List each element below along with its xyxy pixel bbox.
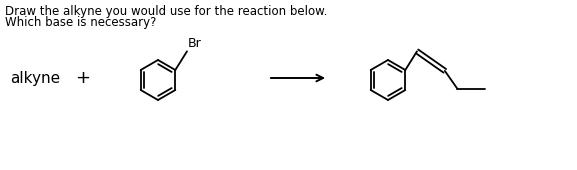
Text: Draw the alkyne you would use for the reaction below.: Draw the alkyne you would use for the re…: [5, 5, 327, 18]
Text: Which base is necessary?: Which base is necessary?: [5, 16, 156, 29]
Text: +: +: [75, 69, 90, 87]
Text: alkyne: alkyne: [10, 71, 60, 86]
Text: Br: Br: [188, 37, 202, 50]
